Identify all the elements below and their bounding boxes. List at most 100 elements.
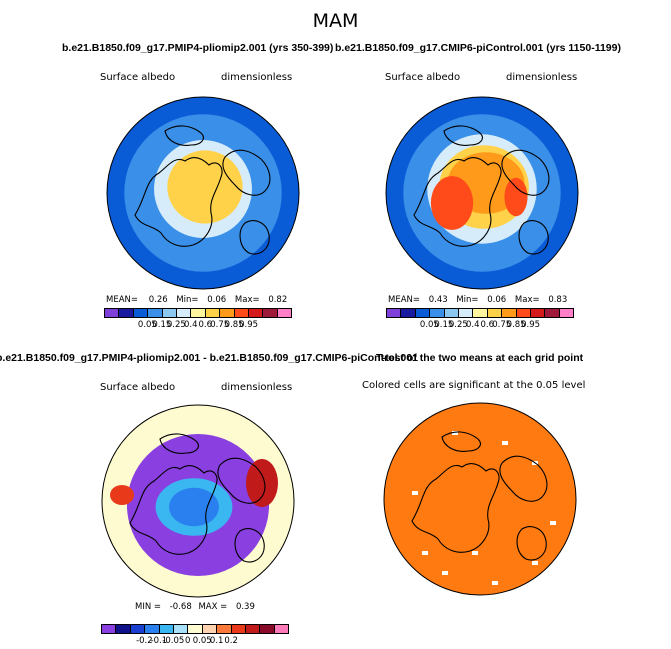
map-positive-region: [246, 459, 278, 507]
panel1-colorbar-cell: [191, 309, 206, 317]
map-coastline: [443, 125, 483, 146]
panel2-colorbar-cell: [458, 309, 474, 317]
map-insignificant-cell: [492, 581, 498, 585]
panel3-case-title: b.e21.B1850.f09_g17.PMIP4-pliomip2.001 -…: [0, 352, 418, 364]
panel3-colorbar-label: 0: [185, 636, 191, 646]
panel2-colorbar-label: 0.95: [521, 320, 541, 330]
panel1-min-label: Min=: [176, 295, 199, 305]
panel3-colorbar-cell: [217, 625, 232, 633]
map-coastline: [518, 220, 549, 255]
map-coastline: [501, 149, 550, 196]
panel2-colorbar-cell: [401, 309, 416, 317]
panel3-colorbar-cell: [245, 625, 261, 633]
panel1-colorbar-label: 0.95: [239, 320, 259, 330]
panel1-colorbar-cell: [119, 309, 134, 317]
panel1-colorbar-cell: [263, 309, 278, 317]
map-insignificant-cell: [550, 521, 556, 525]
map-coastline: [159, 433, 199, 454]
panel3-difference-map: [101, 404, 295, 598]
panel1-max-value: 0.82: [268, 295, 288, 305]
panel1-colorbar-cell: [248, 309, 264, 317]
panel2-colorbar-label: 0.05: [419, 320, 439, 330]
panel1-colorbar-cell: [148, 309, 163, 317]
map-coastline: [222, 149, 271, 196]
map-border: [101, 404, 295, 598]
panel1-min-value: 0.06: [207, 295, 227, 305]
panel1-mean-value: 0.26: [148, 295, 168, 305]
panel2-colorbar-label: 0.6: [480, 320, 494, 330]
panel1-polar-map: [106, 96, 300, 290]
panel3-max-value: 0.39: [235, 602, 255, 612]
map-high-albedo-region: [504, 177, 528, 217]
figure-title: MAM: [312, 10, 359, 32]
panel2-variable-label: Surface albedo: [385, 72, 461, 83]
panel1-colorbar-cell: [176, 309, 192, 317]
panel3-colorbar-label: 0.05: [192, 636, 212, 646]
map-coastline: [239, 220, 270, 255]
panel1-colorbar-cell: [162, 309, 177, 317]
panel2-mean-label: MEAN=: [388, 295, 420, 305]
panel3-colorbar-cell: [102, 625, 117, 633]
panel3-colorbar-cell: [130, 625, 146, 633]
panel1-colorbar-cell: [277, 309, 292, 317]
panel1-colorbar-label: 0.05: [137, 320, 157, 330]
panel2-colorbar: [386, 308, 574, 318]
panel3-stats: MIN = -0.68 MAX = 0.39: [135, 602, 255, 612]
map-coastline: [129, 464, 218, 555]
panel3-max-label: MAX =: [198, 602, 228, 612]
panel1-colorbar-cell: [133, 309, 149, 317]
panel2-colorbar-cell: [559, 309, 574, 317]
map-insignificant-cell: [412, 491, 418, 495]
panel2-colorbar-label: 0.75: [492, 320, 512, 330]
panel2-colorbar-label: 0.25: [448, 320, 468, 330]
panel1-colorbar-label: 0.15: [152, 320, 172, 330]
panel1-units-label: dimensionless: [221, 72, 293, 83]
map-border: [385, 96, 579, 290]
panel2-colorbar-label: 0.15: [434, 320, 454, 330]
panel4-significance-note: Colored cells are significant at the 0.0…: [362, 380, 586, 391]
map-high-albedo-region: [430, 176, 474, 230]
map-coastline: [217, 457, 266, 504]
panel1-case-title: b.e21.B1850.f09_g17.PMIP4-pliomip2.001 (…: [62, 42, 334, 54]
map-insignificant-cell: [422, 551, 428, 555]
panel1-colorbar: [104, 308, 292, 318]
panel2-min-value: 0.06: [487, 295, 507, 305]
panel1-colorbar-label: 0.85: [224, 320, 244, 330]
panel2-colorbar-cell: [530, 309, 546, 317]
panel3-colorbar: [101, 624, 289, 634]
panel2-colorbar-label: 0.4: [466, 320, 480, 330]
panel1-colorbar-label: 0.75: [210, 320, 230, 330]
map-insignificant-cell: [442, 571, 448, 575]
panel3-colorbar-cell: [188, 625, 203, 633]
panel1-stats: MEAN= 0.26 Min= 0.06 Max= 0.82: [106, 295, 287, 305]
panel4-title: T-test of the two means at each grid poi…: [376, 352, 584, 364]
map-coastline: [411, 462, 500, 553]
panel3-colorbar-label: -0.05: [162, 636, 185, 646]
panel2-colorbar-label: 0.85: [506, 320, 526, 330]
panel2-case-title: b.e21.B1850.f09_g17.CMIP6-piControl.001 …: [335, 42, 621, 54]
panel1-colorbar-label: 0.4: [184, 320, 198, 330]
panel1-colorbar-cell: [205, 309, 221, 317]
panel1-colorbar-label: 0.25: [166, 320, 186, 330]
map-coastline: [164, 125, 204, 146]
panel1-max-label: Max=: [234, 295, 260, 305]
panel1-mean-label: MEAN=: [106, 295, 138, 305]
panel2-colorbar-cell: [516, 309, 531, 317]
map-coastline: [134, 156, 223, 247]
panel2-max-label: Max=: [514, 295, 540, 305]
map-high-albedo-region: [183, 159, 231, 199]
panel1-colorbar-cell: [105, 309, 120, 317]
map-border: [383, 402, 577, 596]
panel2-colorbar-cell: [487, 309, 503, 317]
panel3-min-label: MIN =: [135, 602, 162, 612]
map-coastline: [516, 526, 547, 561]
map-insignificant-cell: [502, 441, 508, 445]
map-positive-region: [110, 485, 134, 505]
panel2-max-value: 0.83: [548, 295, 568, 305]
panel3-colorbar-cell: [145, 625, 160, 633]
panel2-colorbar-cell: [502, 309, 517, 317]
map-insignificant-cell: [472, 551, 478, 555]
panel3-colorbar-cell: [202, 625, 218, 633]
panel3-colorbar-cell: [231, 625, 246, 633]
map-insignificant-cell: [532, 561, 538, 565]
